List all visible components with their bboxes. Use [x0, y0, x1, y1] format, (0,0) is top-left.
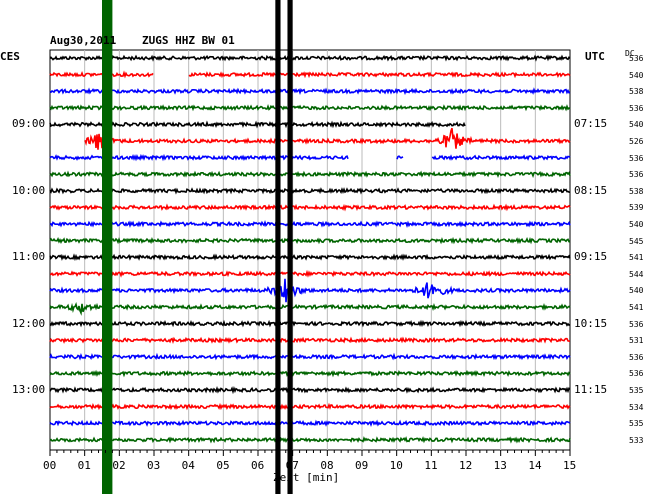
trace-row-6: [49, 153, 571, 162]
dc-value: 534: [629, 402, 644, 412]
left-time-label: 12:00: [12, 316, 46, 330]
right-time-label: 10:15: [574, 316, 608, 330]
trace-row-21: [49, 402, 571, 411]
trace-row-18: [49, 352, 571, 361]
dc-value: 536: [629, 170, 644, 180]
x-tick-label: 04: [181, 459, 195, 472]
dc-value: 540: [629, 70, 644, 80]
right-time-label: 08:15: [574, 183, 608, 197]
dc-value: 531: [629, 336, 644, 346]
dc-value: 536: [629, 369, 644, 379]
x-tick-label: 14: [528, 459, 542, 472]
x-tick-label: 03: [147, 459, 161, 472]
x-axis-label: Zeit [min]: [273, 471, 340, 484]
left-time-label: 09:00: [12, 117, 46, 131]
x-tick-label: 05: [216, 459, 230, 472]
seismic-traces: [49, 54, 571, 444]
left-zone-label: CES: [0, 50, 20, 63]
right-time-label: 09:15: [574, 250, 608, 264]
dc-value: 545: [629, 236, 644, 246]
vertical-bands: [102, 0, 293, 494]
dc-value: 536: [629, 54, 644, 63]
x-tick-label: 11: [424, 459, 438, 472]
x-tick-label: 07: [285, 459, 299, 472]
trace-row-5: [84, 127, 571, 150]
x-tick-label: 01: [77, 459, 91, 472]
left-time-label: 13:00: [12, 383, 46, 396]
dc-value: 536: [629, 153, 644, 163]
trace-row-22: [49, 419, 571, 427]
trace-row-20: [49, 385, 571, 395]
x-tick-label: 13: [493, 459, 507, 472]
trace-row-23: [49, 435, 571, 444]
dc-value: 544: [629, 269, 644, 279]
left-time-label: 11:00: [12, 250, 46, 264]
vertical-band-2: [287, 0, 293, 494]
dc-value: 535: [629, 419, 644, 429]
dc-value: 538: [629, 186, 644, 196]
trace-row-16: [49, 319, 571, 328]
trace-row-9: [49, 203, 571, 212]
dc-value: 536: [629, 103, 644, 113]
plot-grid: [49, 49, 571, 451]
dc-value: 526: [629, 137, 644, 146]
x-tick-label: 10: [389, 459, 403, 472]
dc-value: 533: [629, 435, 644, 445]
x-tick-label: 15: [563, 459, 577, 472]
dc-value: 536: [629, 319, 644, 329]
dc-value: 538: [629, 87, 644, 97]
dc-header: DC: [625, 49, 635, 58]
plot-date: Aug30,2011: [50, 34, 117, 47]
dc-value: 536: [629, 352, 644, 362]
x-tick-label: 12: [459, 459, 473, 472]
right-time-label: 07:15: [574, 117, 608, 131]
trace-row-4: [49, 120, 466, 129]
plot-frame: [49, 49, 571, 451]
dc-value: 541: [629, 303, 644, 312]
right-time-label: 11:15: [574, 383, 608, 396]
trace-row-2: [49, 87, 571, 96]
dc-value: 539: [629, 203, 644, 213]
trace-row-11: [49, 236, 571, 245]
trace-row-12: [49, 253, 571, 262]
trace-row-13: [49, 269, 571, 278]
trace-row-10: [49, 219, 571, 228]
x-tick-label: 02: [112, 459, 126, 472]
dc-value: 540: [629, 120, 644, 130]
trace-row-15: [49, 301, 571, 316]
trace-row-17: [49, 336, 571, 345]
trace-row-19: [49, 369, 571, 378]
trace-row-14: [49, 278, 571, 303]
trace-row-1: [49, 70, 571, 79]
x-tick-label: 00: [43, 459, 57, 472]
x-axis: [49, 450, 571, 456]
plot-station: ZUGS HHZ BW 01: [142, 34, 235, 47]
left-time-label: 10:00: [12, 183, 46, 197]
x-tick-label: 06: [251, 459, 265, 472]
vertical-band-1: [275, 0, 281, 494]
trace-row-0: [49, 54, 571, 62]
trace-row-8: [49, 187, 571, 195]
vertical-band-0: [102, 0, 113, 494]
trace-row-3: [49, 104, 571, 112]
dc-value: 540: [629, 286, 644, 296]
dc-value: 541: [629, 253, 644, 263]
trace-row-7: [49, 170, 571, 179]
x-tick-label: 08: [320, 459, 334, 472]
right-zone-label: UTC: [585, 50, 605, 63]
x-tick-label: 09: [355, 459, 369, 472]
dc-value: 540: [629, 220, 644, 229]
dc-value: 535: [629, 386, 644, 395]
